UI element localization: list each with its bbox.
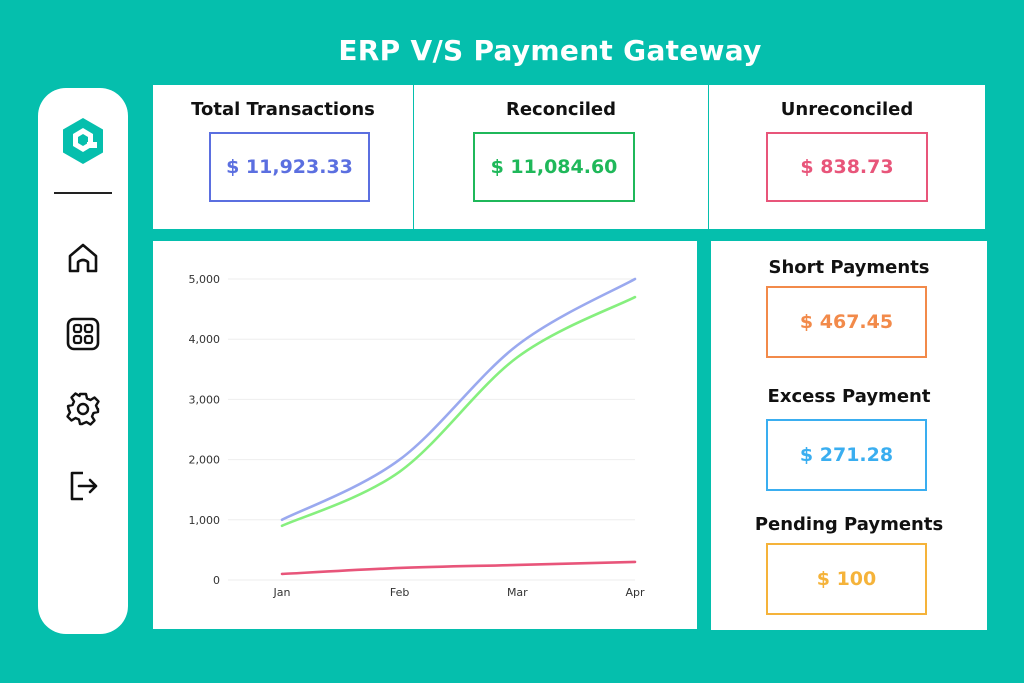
sidebar bbox=[38, 88, 128, 634]
sidebar-item-dashboard[interactable] bbox=[65, 316, 101, 352]
y-tick-label: 5,000 bbox=[189, 273, 221, 286]
short-payments-value: $ 467.45 bbox=[766, 286, 927, 358]
stat-value-box: $ 11,084.60 bbox=[473, 132, 635, 202]
stat-unreconciled: Unreconciled $ 838.73 bbox=[709, 85, 985, 229]
x-tick-label: Apr bbox=[625, 586, 645, 599]
line-chart: 0 1,000 2,000 3,000 4,000 5,000 Jan Feb Mar Apr bbox=[189, 273, 645, 599]
logout-icon bbox=[70, 471, 98, 501]
y-tick-label: 4,000 bbox=[189, 333, 221, 346]
stat-divider bbox=[413, 85, 414, 229]
sidebar-item-settings[interactable] bbox=[65, 391, 101, 427]
page-title: ERP V/S Payment Gateway bbox=[338, 34, 762, 67]
home-icon bbox=[68, 243, 98, 273]
y-tick-label: 1,000 bbox=[189, 514, 221, 527]
short-payments-label: Short Payments bbox=[768, 257, 930, 278]
pending-payments-label: Pending Payments bbox=[754, 514, 944, 535]
stat-value-box: $ 11,923.33 bbox=[209, 132, 370, 202]
excess-payment-label: Excess Payment bbox=[767, 386, 931, 407]
sidebar-item-home[interactable] bbox=[65, 240, 101, 276]
stat-value-box: $ 838.73 bbox=[766, 132, 928, 202]
payment-breakdown-panel: Short Payments $ 467.45 Excess Payment $… bbox=[711, 241, 987, 630]
excess-payment-value: $ 271.28 bbox=[766, 419, 927, 491]
x-tick-label: Feb bbox=[390, 586, 409, 599]
gear-icon bbox=[66, 392, 100, 426]
series-line-0 bbox=[280, 277, 637, 522]
pending-payments-value: $ 100 bbox=[766, 543, 927, 615]
stat-label: Unreconciled bbox=[780, 99, 914, 120]
series-line-1 bbox=[280, 295, 637, 528]
sidebar-divider bbox=[54, 192, 112, 194]
y-tick-label: 0 bbox=[213, 574, 220, 587]
stat-reconciled: Reconciled $ 11,084.60 bbox=[414, 85, 708, 229]
y-tick-label: 3,000 bbox=[189, 393, 221, 406]
stat-total-transactions: Total Transactions $ 11,923.33 bbox=[153, 85, 413, 229]
dashboard-grid-icon bbox=[66, 317, 100, 351]
stat-divider bbox=[708, 85, 709, 229]
x-tick-label: Jan bbox=[273, 586, 291, 599]
sidebar-item-logout[interactable] bbox=[65, 468, 101, 504]
chart-panel: 0 1,000 2,000 3,000 4,000 5,000 Jan Feb Mar Apr bbox=[153, 241, 697, 629]
stat-label: Reconciled bbox=[505, 99, 617, 120]
y-tick-label: 2,000 bbox=[189, 454, 221, 467]
stat-label: Total Transactions bbox=[191, 99, 375, 120]
x-tick-label: Mar bbox=[507, 586, 528, 599]
series-line-2 bbox=[280, 560, 637, 576]
app-logo[interactable] bbox=[59, 116, 107, 164]
summary-panel: Total Transactions $ 11,923.33 Reconcile… bbox=[153, 85, 985, 229]
